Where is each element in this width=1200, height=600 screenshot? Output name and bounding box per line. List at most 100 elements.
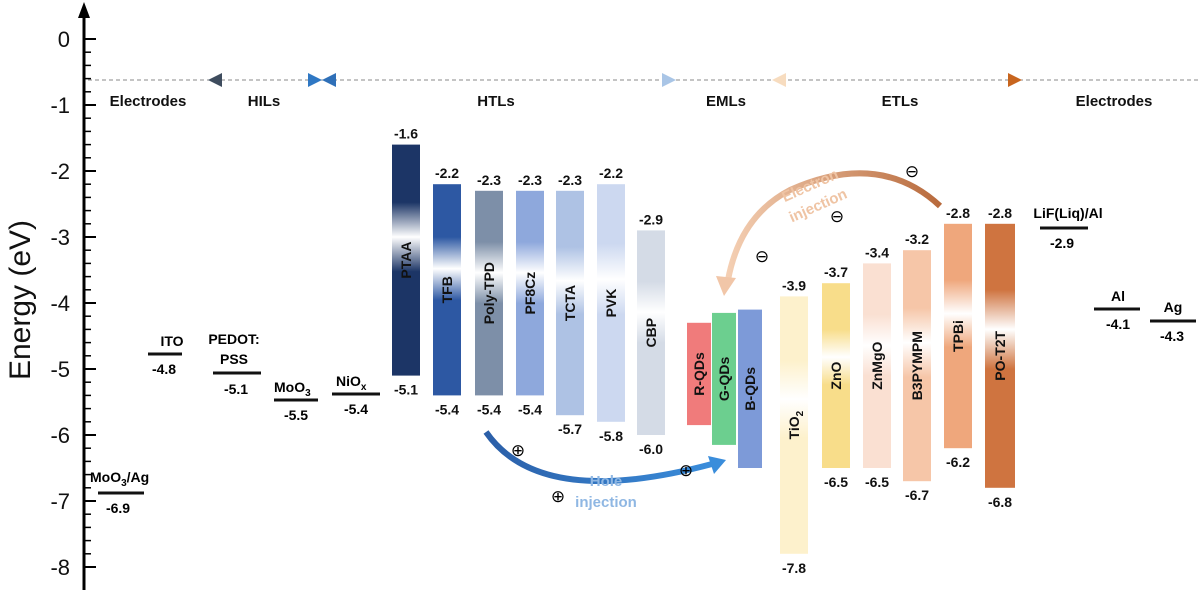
hils-arrow <box>208 73 322 87</box>
hole-injection: ⊕ ⊕ ⊕ Hole injection <box>483 430 726 511</box>
bar-top-value: -3.7 <box>824 264 848 280</box>
bar-bottom-value: -6.8 <box>988 494 1012 510</box>
bar-name: PF8Cz <box>522 272 538 315</box>
bar-rect <box>516 190 544 396</box>
tick-label: -3 <box>50 225 70 250</box>
section-electrodes-right: Electrodes <box>1076 93 1153 110</box>
bar-rect <box>637 230 665 435</box>
bar-znmgo: ZnMgO -3.4 -6.5 <box>863 244 891 490</box>
bar-name: B3PYMPM <box>909 331 925 400</box>
level-mooag: MoO3/Ag -6.9 <box>90 469 149 516</box>
bar-name: Poly-TPD <box>481 262 497 324</box>
bar-rect <box>687 322 711 426</box>
y-axis-label: Energy (eV) <box>4 220 37 380</box>
bar-rect <box>433 184 461 396</box>
level-niox: NiOx -5.4 <box>332 373 380 417</box>
level-ag: Ag -4.3 <box>1150 299 1196 344</box>
level-name: MoO3/Ag <box>90 469 149 489</box>
bar-name: TCTA <box>562 285 578 321</box>
hole-charge-icon-2: ⊕ <box>551 487 565 506</box>
level-name: MoO3 <box>274 379 311 399</box>
level-value: -4.1 <box>1106 316 1130 332</box>
bar-name: B-QDs <box>742 367 758 411</box>
bar-bottom-value: -5.7 <box>558 421 582 437</box>
bar-name: R-QDs <box>691 352 707 396</box>
tick-label: -1 <box>50 93 70 118</box>
bar-rect <box>903 250 931 482</box>
section-etls: ETLs <box>882 93 919 110</box>
level-name: Ag <box>1164 299 1183 315</box>
bar-rect <box>738 309 762 468</box>
level-value: -5.4 <box>344 401 368 417</box>
bar-b3pympm: B3PYMPM -3.2 -6.7 <box>903 231 931 503</box>
bar-bottom-value: -5.4 <box>477 401 501 417</box>
bar-pvk: PVK -2.2 -5.8 <box>597 165 625 444</box>
bar-name: TPBi <box>950 320 966 352</box>
bar-top-value: -3.9 <box>782 277 806 293</box>
bar-top-value: -2.3 <box>558 172 582 188</box>
bar-name: CBP <box>643 318 659 348</box>
bar-top-value: -2.3 <box>477 172 501 188</box>
section-htls: HTLs <box>477 93 515 110</box>
bar-rect <box>780 296 808 554</box>
bar-top-value: -2.2 <box>435 165 459 181</box>
level-value: -5.5 <box>284 407 308 423</box>
axis-arrow-icon <box>78 2 90 18</box>
electron-injection-arc <box>725 170 943 281</box>
bar-r-qds: R-QDs <box>687 322 711 426</box>
bar-top-value: -2.9 <box>639 211 663 227</box>
bar-name: TFB <box>439 276 455 303</box>
hole-injection-arc <box>483 430 713 485</box>
section-arrows <box>208 73 1022 87</box>
bar-zno: ZnO -3.7 -6.5 <box>822 264 850 490</box>
bar-name: ZnO <box>828 361 844 389</box>
bar-name: ZnMgO <box>869 341 885 389</box>
bar-bottom-value: -6.0 <box>639 441 663 457</box>
electron-charge-icon-3: ⊖ <box>755 247 769 266</box>
hole-charge-icon-1: ⊕ <box>511 441 525 460</box>
bar-b-qds: B-QDs <box>738 309 762 468</box>
bar-top-value: -2.3 <box>518 172 542 188</box>
bar-name: PO-T2T <box>992 330 1008 380</box>
bar-cbp: CBP -2.9 -6.0 <box>637 211 665 457</box>
level-pedot-pss: PEDOT: PSS -5.1 <box>208 331 261 397</box>
hole-arrowhead-icon <box>708 456 726 474</box>
bar-tfb: TFB -2.2 -5.4 <box>433 165 461 417</box>
level-name: LiF(Liq)/Al <box>1033 205 1102 221</box>
bar-ptaa: PTAA -1.6 -5.1 <box>392 126 420 398</box>
bar-bottom-value: -6.5 <box>865 474 889 490</box>
tick-label: 0 <box>58 27 70 52</box>
bar-po-t2t: PO-T2T -2.8 -6.8 <box>985 205 1015 510</box>
bar-rect <box>392 144 420 376</box>
bar-name: G-QDs <box>716 357 732 402</box>
y-axis: 0 -1 -2 -3 -4 -5 -6 -7 -8 Energy (eV) <box>4 2 96 590</box>
bar-name: PVK <box>603 289 619 318</box>
bar-top-value: -2.8 <box>946 205 970 221</box>
bar-g-qds: G-QDs <box>712 312 736 445</box>
level-al: Al -4.1 <box>1094 288 1140 332</box>
level-value: -5.1 <box>224 381 248 397</box>
bar-bottom-value: -5.8 <box>599 428 623 444</box>
level-value: -6.9 <box>106 500 130 516</box>
bar-bottom-value: -5.4 <box>435 401 459 417</box>
level-name: Al <box>1111 288 1125 304</box>
bar-top-value: -2.2 <box>599 165 623 181</box>
bar-name: TiO2 <box>786 410 806 439</box>
bar-rect <box>863 263 891 468</box>
section-emls: EMLs <box>706 93 746 110</box>
bar-bottom-value: -5.4 <box>518 401 542 417</box>
bar-top-value: -3.2 <box>905 231 929 247</box>
bar-bottom-value: -6.5 <box>824 474 848 490</box>
bar-rect <box>475 190 503 396</box>
section-hils: HILs <box>248 93 281 110</box>
level-value: -2.9 <box>1050 235 1074 251</box>
level-name: PEDOT: <box>208 331 259 347</box>
level-ito: ITO -4.8 <box>148 333 184 377</box>
bar-rect <box>712 312 736 445</box>
bar-tio2: TiO2 -3.9 -7.8 <box>780 277 808 576</box>
level-name-2: PSS <box>220 351 248 367</box>
level-lif-liq-al: LiF(Liq)/Al -2.9 <box>1033 205 1102 251</box>
section-electrodes-left: Electrodes <box>110 93 187 110</box>
bar-rect <box>944 223 972 449</box>
electron-charge-icon-1: ⊖ <box>905 162 919 181</box>
